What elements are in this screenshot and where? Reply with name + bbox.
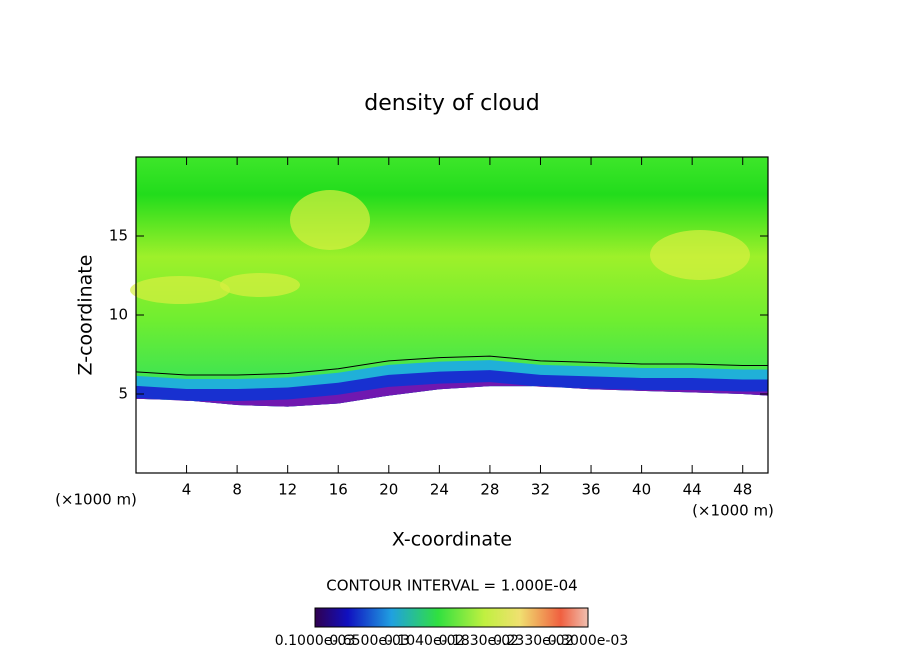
high-density-patch <box>290 190 370 250</box>
x-tick-label: 16 <box>329 481 348 499</box>
x-tick-label: 48 <box>733 481 752 499</box>
x-tick-label: 44 <box>683 481 702 499</box>
colorbar <box>314 607 589 628</box>
y-tick-label: 10 <box>109 306 128 324</box>
x-tick-label: 8 <box>232 481 242 499</box>
x-tick-label: 4 <box>182 481 192 499</box>
chart-title: density of cloud <box>364 91 539 116</box>
colorbar-label: 0.1830e-02 <box>439 633 519 649</box>
plot-area <box>130 157 768 407</box>
x-unit: (×1000 m) <box>55 491 137 509</box>
y-tick-label: 15 <box>109 227 128 245</box>
colorbar-label: 0.1000e-03 <box>275 633 355 649</box>
high-density-patch <box>650 230 750 280</box>
y-unit: (×1000 m) <box>692 502 774 520</box>
y-tick-label: 5 <box>118 385 128 403</box>
x-tick-label: 40 <box>632 481 651 499</box>
contour-line <box>135 355 768 376</box>
high-density-patch <box>130 276 230 304</box>
x-axis-label: X-coordinate <box>392 529 512 551</box>
colorbar-label: 0.1040e-02 <box>384 633 464 649</box>
colorbar-label: 0.3000e-03 <box>548 633 628 649</box>
purple-band <box>136 382 768 407</box>
y-axis-label: Z-coordinate <box>75 255 97 376</box>
colorbar-labels: 0.1000e-030.6500e-030.1040e-020.1830e-02… <box>275 633 628 649</box>
x-tick-label: 24 <box>430 481 449 499</box>
x-tick-label: 12 <box>278 481 297 499</box>
x-tick-label: 20 <box>379 481 398 499</box>
colorbar-label: 0.2330e-02 <box>493 633 573 649</box>
high-density-patch <box>220 273 300 297</box>
x-tick-label: 32 <box>531 481 550 499</box>
contour-interval: CONTOUR INTERVAL = 1.000E-04 <box>326 577 577 595</box>
x-tick-label: 28 <box>480 481 499 499</box>
x-tick-label: 36 <box>581 481 600 499</box>
colorbar-label: 0.6500e-03 <box>329 633 409 649</box>
